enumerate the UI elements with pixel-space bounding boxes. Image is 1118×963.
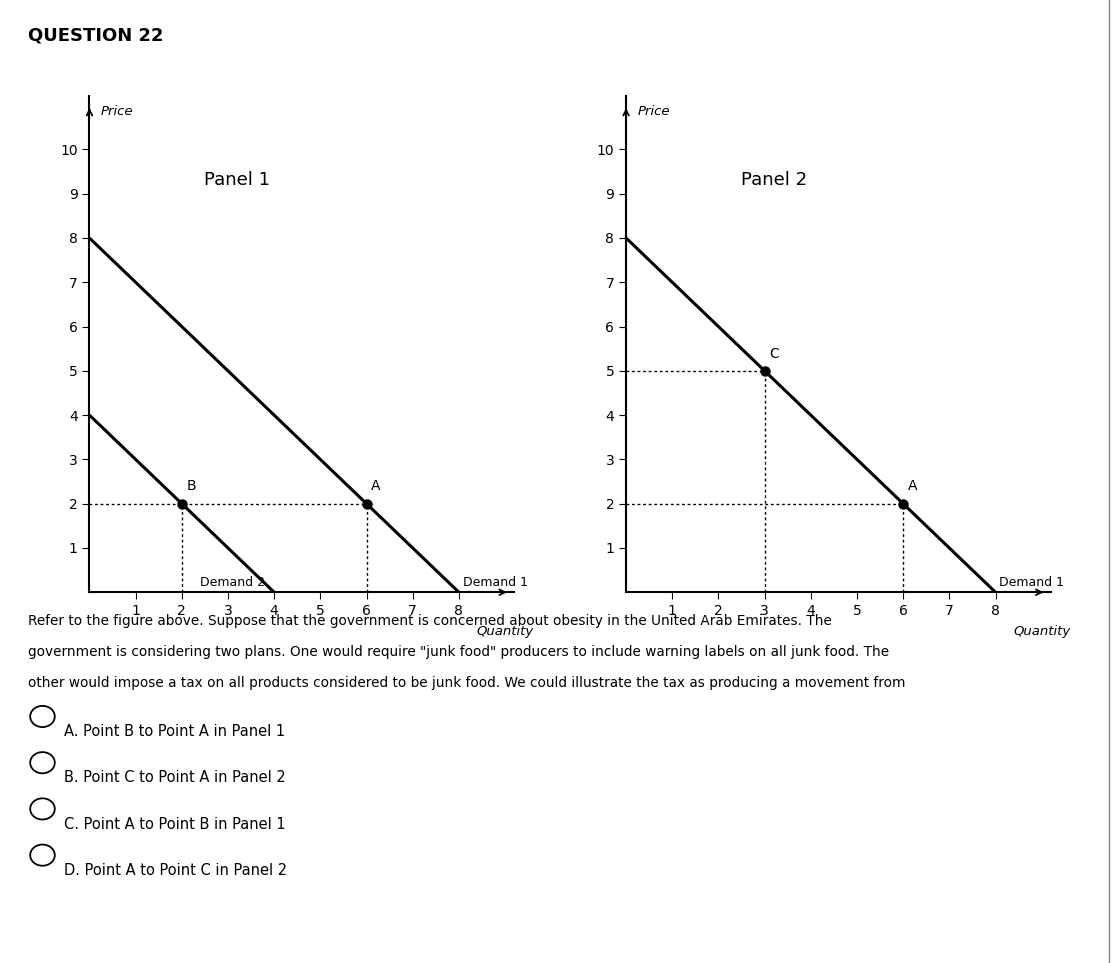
Text: Demand 1: Demand 1 [999,576,1064,588]
Text: Panel 2: Panel 2 [741,170,807,189]
Text: Price: Price [101,105,133,118]
Text: Demand 2: Demand 2 [200,576,265,588]
Text: B. Point C to Point A in Panel 2: B. Point C to Point A in Panel 2 [64,770,285,786]
Text: Quantity: Quantity [1013,625,1070,638]
Text: Demand 1: Demand 1 [463,576,528,588]
Text: C. Point A to Point B in Panel 1: C. Point A to Point B in Panel 1 [64,817,285,832]
Text: A: A [908,480,917,493]
Text: C: C [769,347,779,360]
Text: QUESTION 22: QUESTION 22 [28,27,163,45]
Text: government is considering two plans. One would require "junk food" producers to : government is considering two plans. One… [28,645,889,660]
Text: A. Point B to Point A in Panel 1: A. Point B to Point A in Panel 1 [64,724,285,740]
Text: Panel 1: Panel 1 [205,170,271,189]
Text: Price: Price [637,105,670,118]
Text: Refer to the figure above. Suppose that the government is concerned about obesit: Refer to the figure above. Suppose that … [28,614,832,629]
Text: other would impose a tax on all products considered to be junk food. We could il: other would impose a tax on all products… [28,676,906,690]
Text: B: B [187,480,196,493]
Text: Quantity: Quantity [476,625,533,638]
Text: D. Point A to Point C in Panel 2: D. Point A to Point C in Panel 2 [64,863,287,878]
Text: A: A [371,480,380,493]
